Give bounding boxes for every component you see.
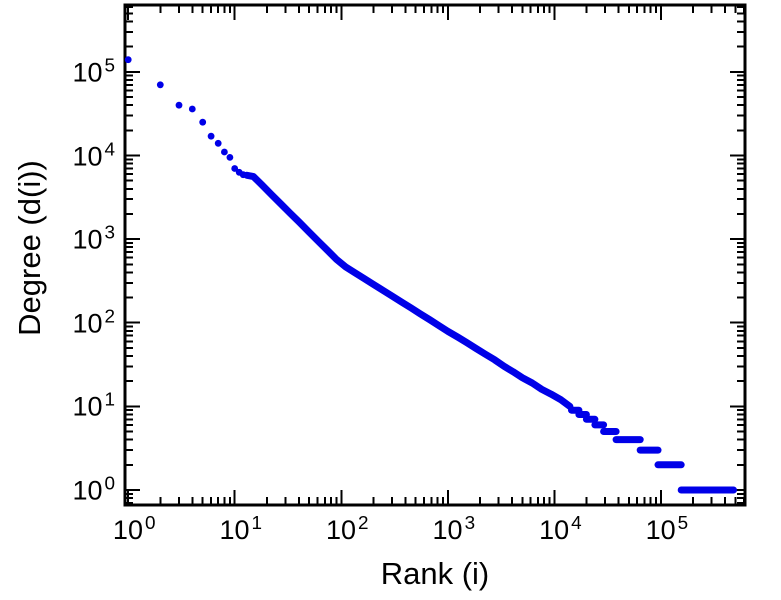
y-axis-label: Degree (d(i)) — [12, 160, 47, 336]
data-point — [188, 105, 196, 113]
x-tick-label: 10 3 — [432, 513, 476, 545]
y-tick-label: 10 5 — [72, 55, 115, 88]
data-point — [221, 148, 228, 156]
x-tick-label: 10 2 — [325, 513, 369, 545]
data-point — [207, 132, 215, 140]
x-tick-label: 10 5 — [645, 513, 689, 545]
y-tick-label: 10 3 — [72, 222, 115, 255]
data-point — [214, 139, 222, 147]
plot-frame — [123, 3, 747, 507]
data-band — [243, 171, 574, 410]
data-point — [199, 118, 207, 126]
data-point — [231, 165, 239, 172]
x-tick-label: 10 0 — [112, 513, 156, 545]
y-tick-label: 10 4 — [72, 139, 115, 171]
x-tick-label: 10 1 — [219, 513, 263, 545]
y-tick-label: 10 0 — [72, 473, 115, 506]
data-point — [226, 154, 234, 161]
y-tick-label: 10 1 — [72, 389, 115, 422]
x-axis-label: Rank (i) — [380, 556, 490, 591]
data-series — [124, 56, 737, 494]
x-tick-label: 10 4 — [539, 513, 582, 545]
y-tick-label: 10 2 — [72, 306, 115, 339]
data-point — [175, 101, 183, 109]
data-point — [156, 81, 164, 89]
data-point — [124, 56, 132, 64]
